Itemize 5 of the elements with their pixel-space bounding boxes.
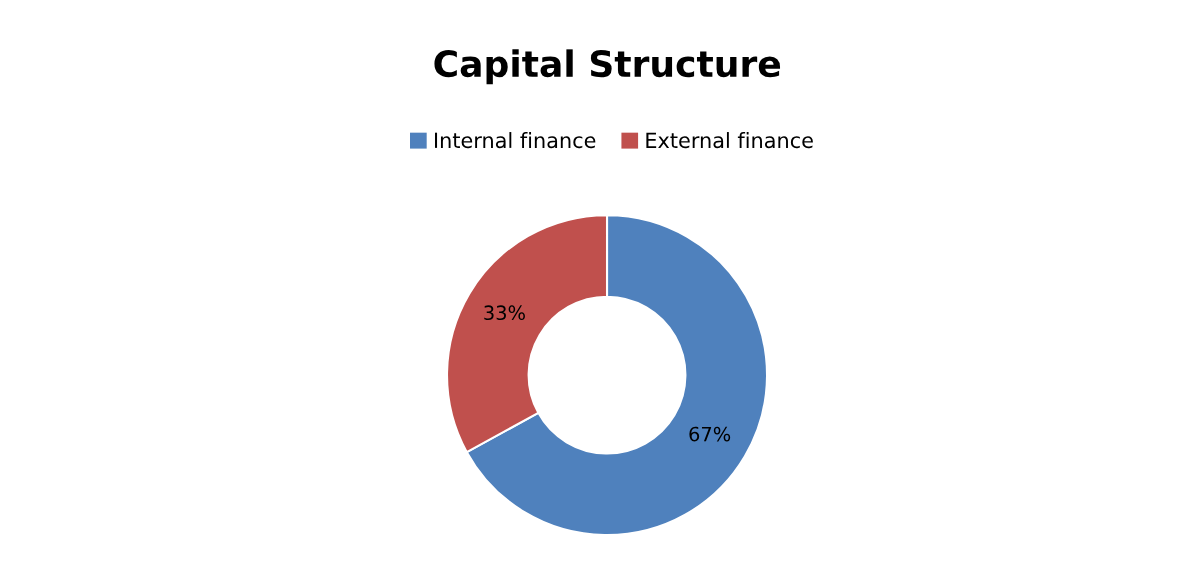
data-label: 33% [484,305,525,321]
legend-label: External finance [646,132,813,149]
data-label: 67% [689,426,731,442]
legend-label: Internal finance [434,132,596,149]
chart-title: Capital Structure [434,49,781,85]
